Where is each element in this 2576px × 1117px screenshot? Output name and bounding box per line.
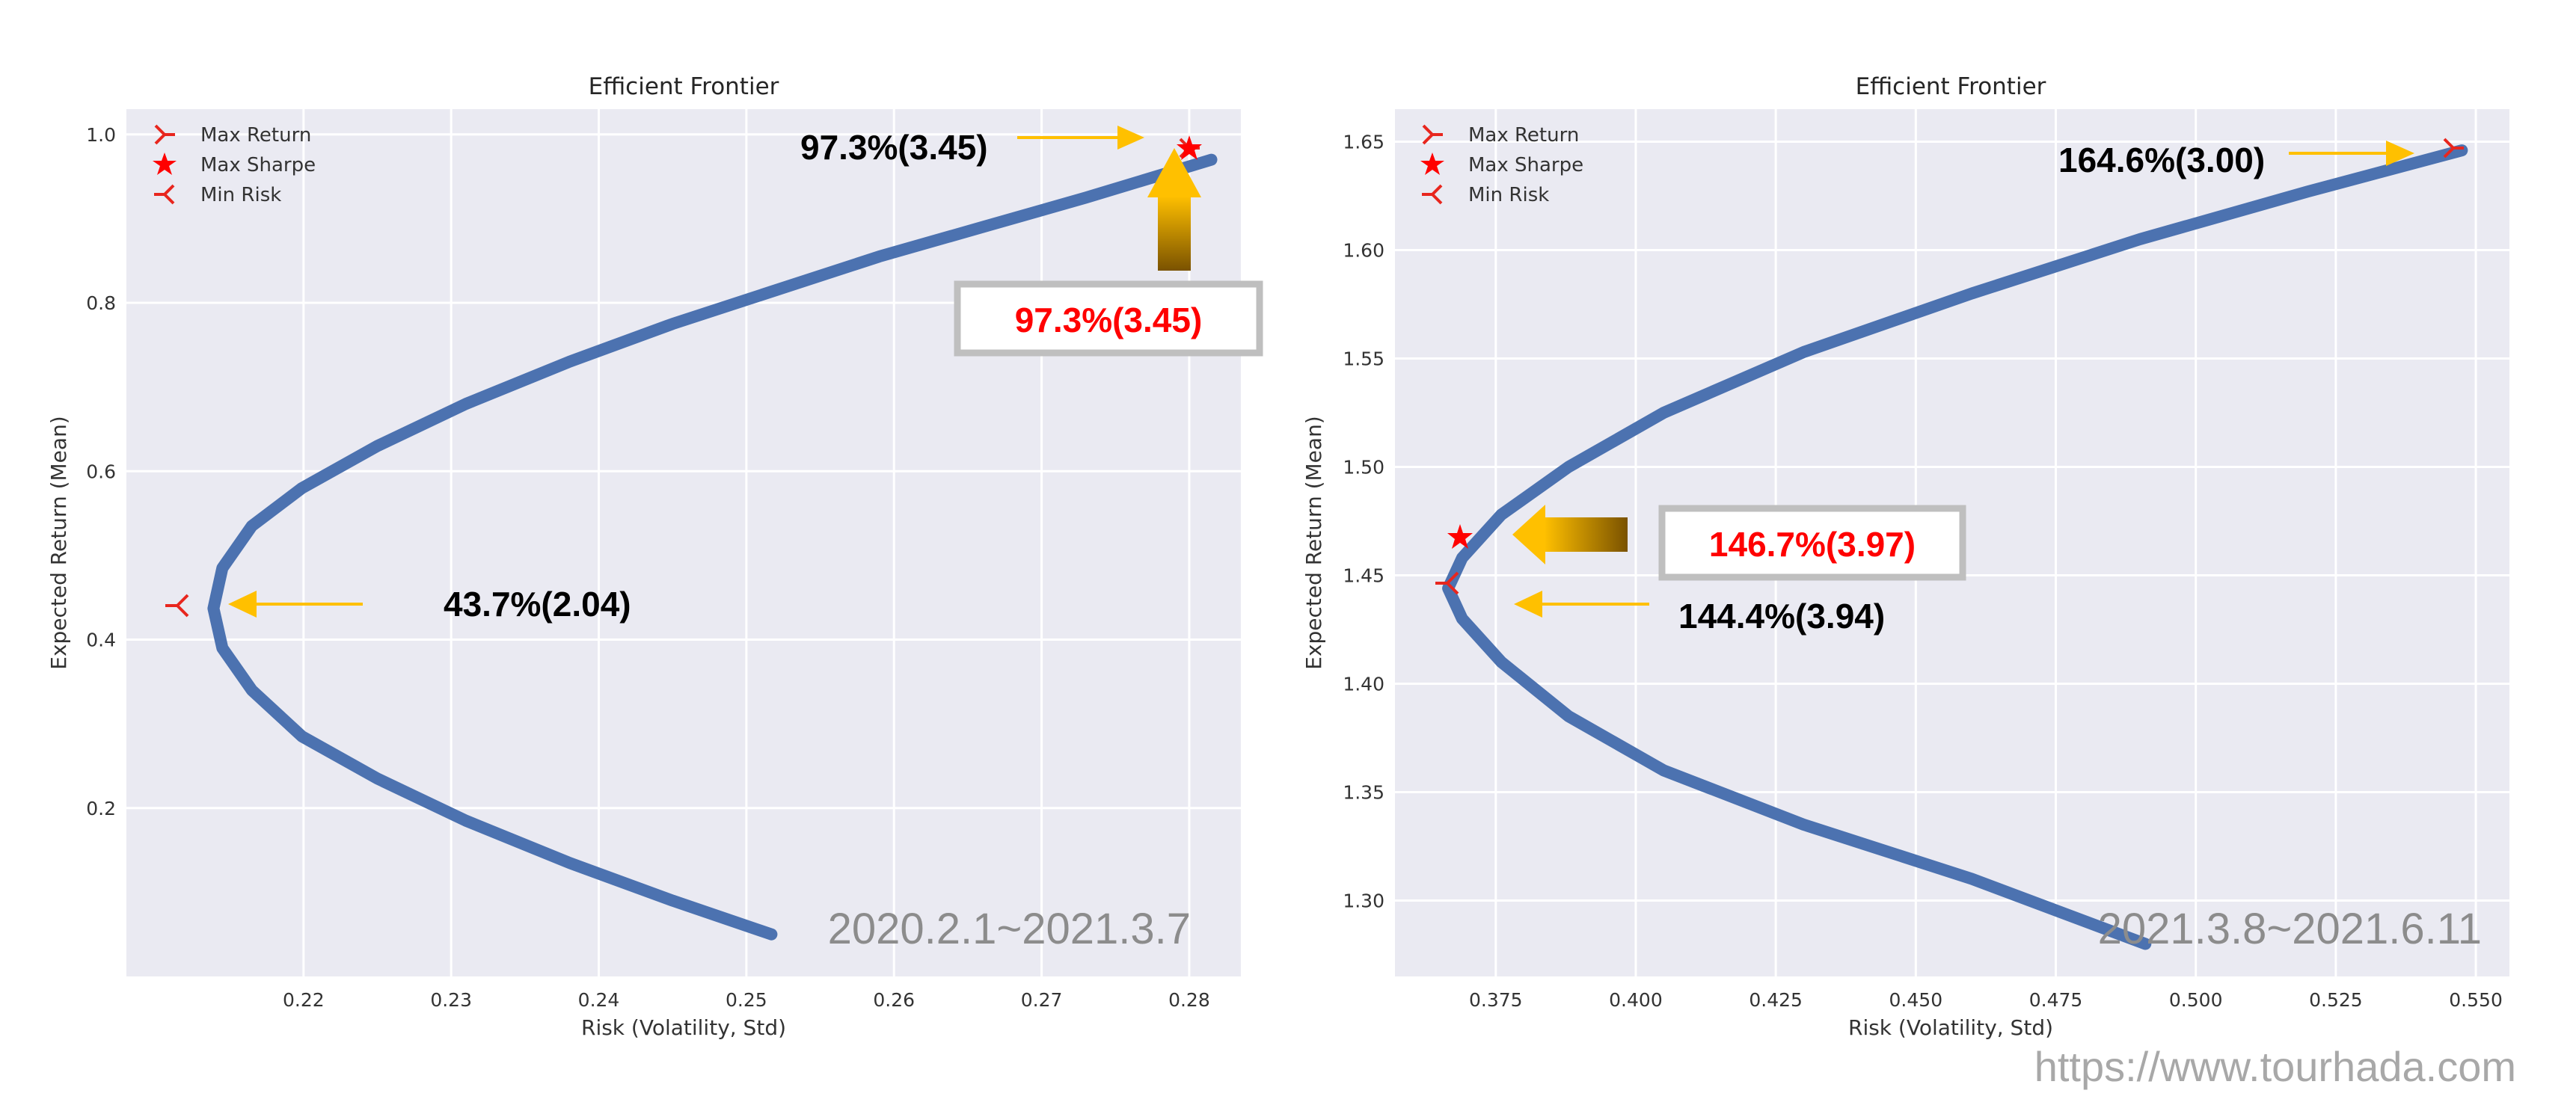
max-return-legend-icon: [1422, 124, 1443, 145]
max-sharpe-marker: [1177, 135, 1202, 160]
y-tick-label: 1.45: [1343, 565, 1384, 587]
legend-label-max-sharpe: Max Sharpe: [200, 154, 316, 176]
y-tick-label: 1.35: [1343, 782, 1384, 804]
arrow-left-icon: [1512, 505, 1628, 564]
period-label: 2020.2.1~2021.3.7: [828, 905, 1191, 953]
annotation-min-risk: 144.4%(3.94): [1678, 597, 1885, 636]
x-tick-label: 0.22: [283, 989, 325, 1011]
chart-left: Efficient Frontier 0.22 0.23 0.24 0.25 0.26 0…: [46, 73, 1263, 1040]
chart-title: Efficient Frontier: [589, 73, 779, 100]
y-tick-label: 1.50: [1343, 457, 1384, 479]
y-axis-label: Expected Return (Mean): [46, 416, 71, 670]
max-return-marker: [2443, 138, 2464, 159]
y-tick-label: 0.2: [86, 798, 116, 819]
annotation-min-risk: 43.7%(2.04): [444, 585, 631, 624]
arrow-right-icon: [2289, 141, 2414, 166]
annotation-max-return: 164.6%(3.00): [2058, 141, 2265, 179]
y-tick-label: 1.60: [1343, 240, 1384, 262]
tick-labels: 0.375 0.400 0.425 0.450 0.475 0.500 0.525 0.550…: [1343, 132, 2503, 1012]
frontier-series-line: [1442, 144, 2468, 950]
frontier-series-line: [207, 153, 1218, 941]
y-tick-label: 0.8: [86, 292, 116, 314]
y-tick-label: 0.4: [86, 630, 116, 651]
x-tick-label: 0.425: [1749, 989, 1803, 1011]
x-tick-label: 0.500: [2169, 989, 2223, 1011]
y-tick-label: 1.40: [1343, 674, 1384, 695]
chart-right: Efficient Frontier 0.375 0.400 0.425 0.450 0…: [1301, 73, 2509, 1040]
x-tick-label: 0.550: [2449, 989, 2503, 1011]
frontier-curve: [207, 153, 1218, 941]
annotation-max-return: 97.3%(3.45): [800, 128, 988, 167]
arrow-left-icon: [228, 591, 363, 618]
legend-label-min-risk: Min Risk: [200, 184, 281, 206]
min-risk-marker: [165, 594, 189, 618]
highlight-box: [1658, 505, 1966, 581]
max-sharpe-marker: [1447, 524, 1473, 549]
source-url: https://www.tourhada.com: [2034, 1043, 2516, 1090]
y-tick-label: 1.30: [1343, 890, 1384, 912]
annotation-max-sharpe: 97.3%(3.45): [1015, 301, 1203, 339]
annotation-max-sharpe: 146.7%(3.97): [1709, 525, 1916, 564]
frontier-curve: [1442, 144, 2468, 950]
highlight-box: [954, 280, 1263, 357]
gridlines: [1395, 109, 2509, 976]
x-tick-label: 0.27: [1021, 989, 1063, 1011]
x-tick-label: 0.26: [873, 989, 915, 1011]
x-tick-label: 0.475: [2029, 989, 2083, 1011]
y-axis-label: Expected Return (Mean): [1301, 416, 1326, 670]
min-risk-legend-icon: [1422, 184, 1443, 205]
star-icon: [153, 153, 177, 175]
x-tick-label: 0.24: [578, 989, 620, 1011]
star-icon: [1420, 153, 1444, 175]
plot-area: [126, 109, 1241, 976]
x-tick-label: 0.525: [2309, 989, 2363, 1011]
x-tick-label: 0.400: [1609, 989, 1663, 1011]
min-risk-legend-icon: [154, 184, 175, 205]
arrow-left-icon: [1514, 591, 1649, 618]
y-tick-label: 1.0: [86, 124, 116, 146]
chart-title: Efficient Frontier: [1856, 73, 2046, 100]
legend: Max Return Max Sharpe Min Risk: [153, 124, 316, 206]
tick-labels: 0.22 0.23 0.24 0.25 0.26 0.27 0.28 0.2 0.4 0.6 0.8…: [86, 124, 1210, 1011]
y-tick-label: 0.6: [86, 461, 116, 482]
gridlines: [126, 109, 1241, 976]
legend-label-max-return: Max Return: [1468, 124, 1579, 147]
legend-label-max-sharpe: Max Sharpe: [1468, 154, 1583, 176]
max-return-legend-icon: [154, 124, 175, 145]
arrow-right-icon: [1017, 126, 1144, 150]
x-tick-label: 0.23: [430, 989, 472, 1011]
legend-label-max-return: Max Return: [200, 124, 311, 147]
min-risk-marker: [1435, 571, 1459, 595]
arrow-up-icon: [1147, 148, 1201, 271]
x-axis-label: Risk (Volatility, Std): [581, 1015, 786, 1040]
y-tick-label: 1.65: [1343, 132, 1384, 153]
y-tick-label: 1.55: [1343, 348, 1384, 370]
x-tick-label: 0.450: [1889, 989, 1943, 1011]
x-tick-label: 0.375: [1469, 989, 1523, 1011]
legend-label-min-risk: Min Risk: [1468, 184, 1549, 206]
legend: Max Return Max Sharpe Min Risk: [1420, 124, 1583, 206]
period-label: 2021.3.8~2021.6.11: [2098, 905, 2482, 953]
x-tick-label: 0.25: [726, 989, 767, 1011]
x-tick-label: 0.28: [1168, 989, 1210, 1011]
x-axis-label: Risk (Volatility, Std): [1848, 1015, 2053, 1040]
